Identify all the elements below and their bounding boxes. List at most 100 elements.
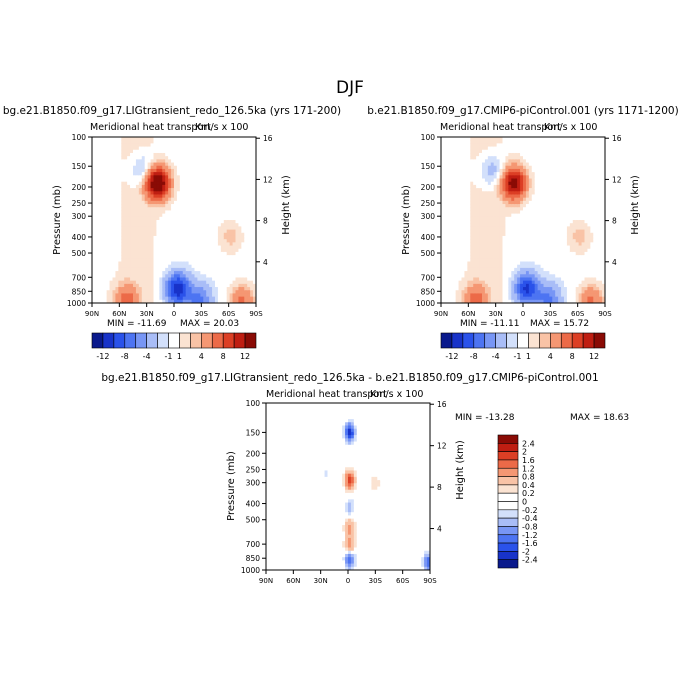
contour-cell [443, 255, 448, 259]
contour-cell [537, 277, 542, 282]
contour-cell [473, 280, 477, 285]
contour-cell [124, 245, 128, 250]
contour-cell [235, 146, 240, 151]
contour-cell [482, 216, 486, 221]
contour-cell [127, 274, 131, 279]
contour-cell [115, 146, 119, 151]
contour-cell [552, 229, 556, 234]
contour-cell [182, 242, 187, 247]
contour-cell [174, 248, 178, 253]
contour-cell [203, 235, 207, 240]
contour-cell [458, 200, 463, 205]
contour-cell [446, 188, 451, 192]
contour-cell [479, 258, 483, 263]
contour-cell [182, 299, 187, 303]
contour-cell [103, 184, 108, 189]
contour-cell [525, 267, 530, 272]
contour-cell [97, 140, 102, 144]
contour-cell [203, 213, 207, 218]
contour-cell [185, 149, 190, 154]
contour-cell [115, 178, 119, 183]
contour-cell [182, 287, 187, 291]
contour-cell [514, 143, 518, 148]
contour-cell [241, 210, 245, 215]
contour-cell [511, 264, 515, 269]
contour-cell [493, 168, 498, 173]
contour-cell [247, 271, 251, 275]
contour-cell [133, 165, 137, 170]
contour-cell [188, 143, 193, 148]
x-tick-label: 90N [85, 310, 99, 318]
contour-cell [473, 168, 477, 173]
contour-cell [531, 251, 536, 256]
contour-cell [133, 261, 137, 266]
contour-cell [517, 140, 521, 144]
contour-cell [467, 283, 471, 288]
contour-cell [103, 251, 108, 256]
contour-cell [484, 264, 489, 269]
contour-cell [174, 293, 178, 298]
contour-cell [235, 258, 240, 263]
contour-cell [476, 159, 480, 164]
contour-cell [543, 223, 548, 227]
contour-cell [502, 188, 507, 192]
contour-cell [461, 223, 466, 227]
contour-cell [168, 210, 172, 215]
contour-cell [182, 235, 187, 240]
contour-cell [476, 194, 480, 199]
contour-cell [505, 251, 509, 256]
contour-cell [467, 290, 471, 295]
contour-cell [487, 220, 492, 224]
contour-cell [517, 168, 521, 173]
contour-cell [130, 226, 134, 231]
contour-cell [191, 271, 196, 275]
contour-cell [546, 210, 550, 215]
contour-cell [493, 264, 498, 269]
contour-cell [191, 239, 196, 243]
contour-cell [133, 146, 137, 151]
contour-cell [118, 146, 122, 151]
contour-cell [461, 293, 466, 298]
contour-cell [209, 299, 213, 303]
contour-cell [212, 235, 216, 240]
contour-cell [159, 152, 163, 157]
contour-cell [479, 165, 483, 170]
contour-cell [124, 235, 128, 240]
contour-cell [97, 162, 102, 167]
contour-cell [138, 242, 143, 247]
contour-cell [147, 194, 152, 199]
contour-cell [109, 143, 114, 148]
y-tick-label: 1000 [67, 299, 86, 308]
contour-cell [162, 152, 166, 157]
contour-cell [534, 213, 539, 218]
contour-cell [247, 188, 251, 192]
contour-cell [179, 178, 184, 183]
contour-cell [92, 178, 96, 183]
contour-cell [156, 248, 160, 253]
contour-cell [455, 137, 460, 141]
contour-cell [455, 159, 460, 164]
contour-cell [487, 235, 492, 240]
contour-cell [130, 242, 134, 247]
contour-cell [162, 290, 166, 295]
contour-cell [493, 255, 498, 259]
contour-cell [482, 178, 486, 183]
contour-cell [546, 267, 550, 272]
contour-cell [130, 146, 134, 151]
contour-cell [520, 248, 524, 253]
contour-cell [452, 287, 457, 291]
contour-cell [455, 232, 460, 237]
contour-cell [191, 223, 196, 227]
contour-cell [206, 162, 210, 167]
contour-cell [250, 248, 254, 253]
contour-cell [247, 181, 251, 186]
contour-cell [150, 293, 155, 298]
contour-cell [191, 210, 196, 215]
contour-cell [229, 280, 234, 285]
contour-cell [212, 184, 216, 189]
contour-cell [250, 258, 254, 263]
contour-cell [176, 143, 181, 148]
contour-cell [150, 245, 155, 250]
contour-cell [226, 283, 231, 288]
contour-cell [528, 226, 533, 231]
